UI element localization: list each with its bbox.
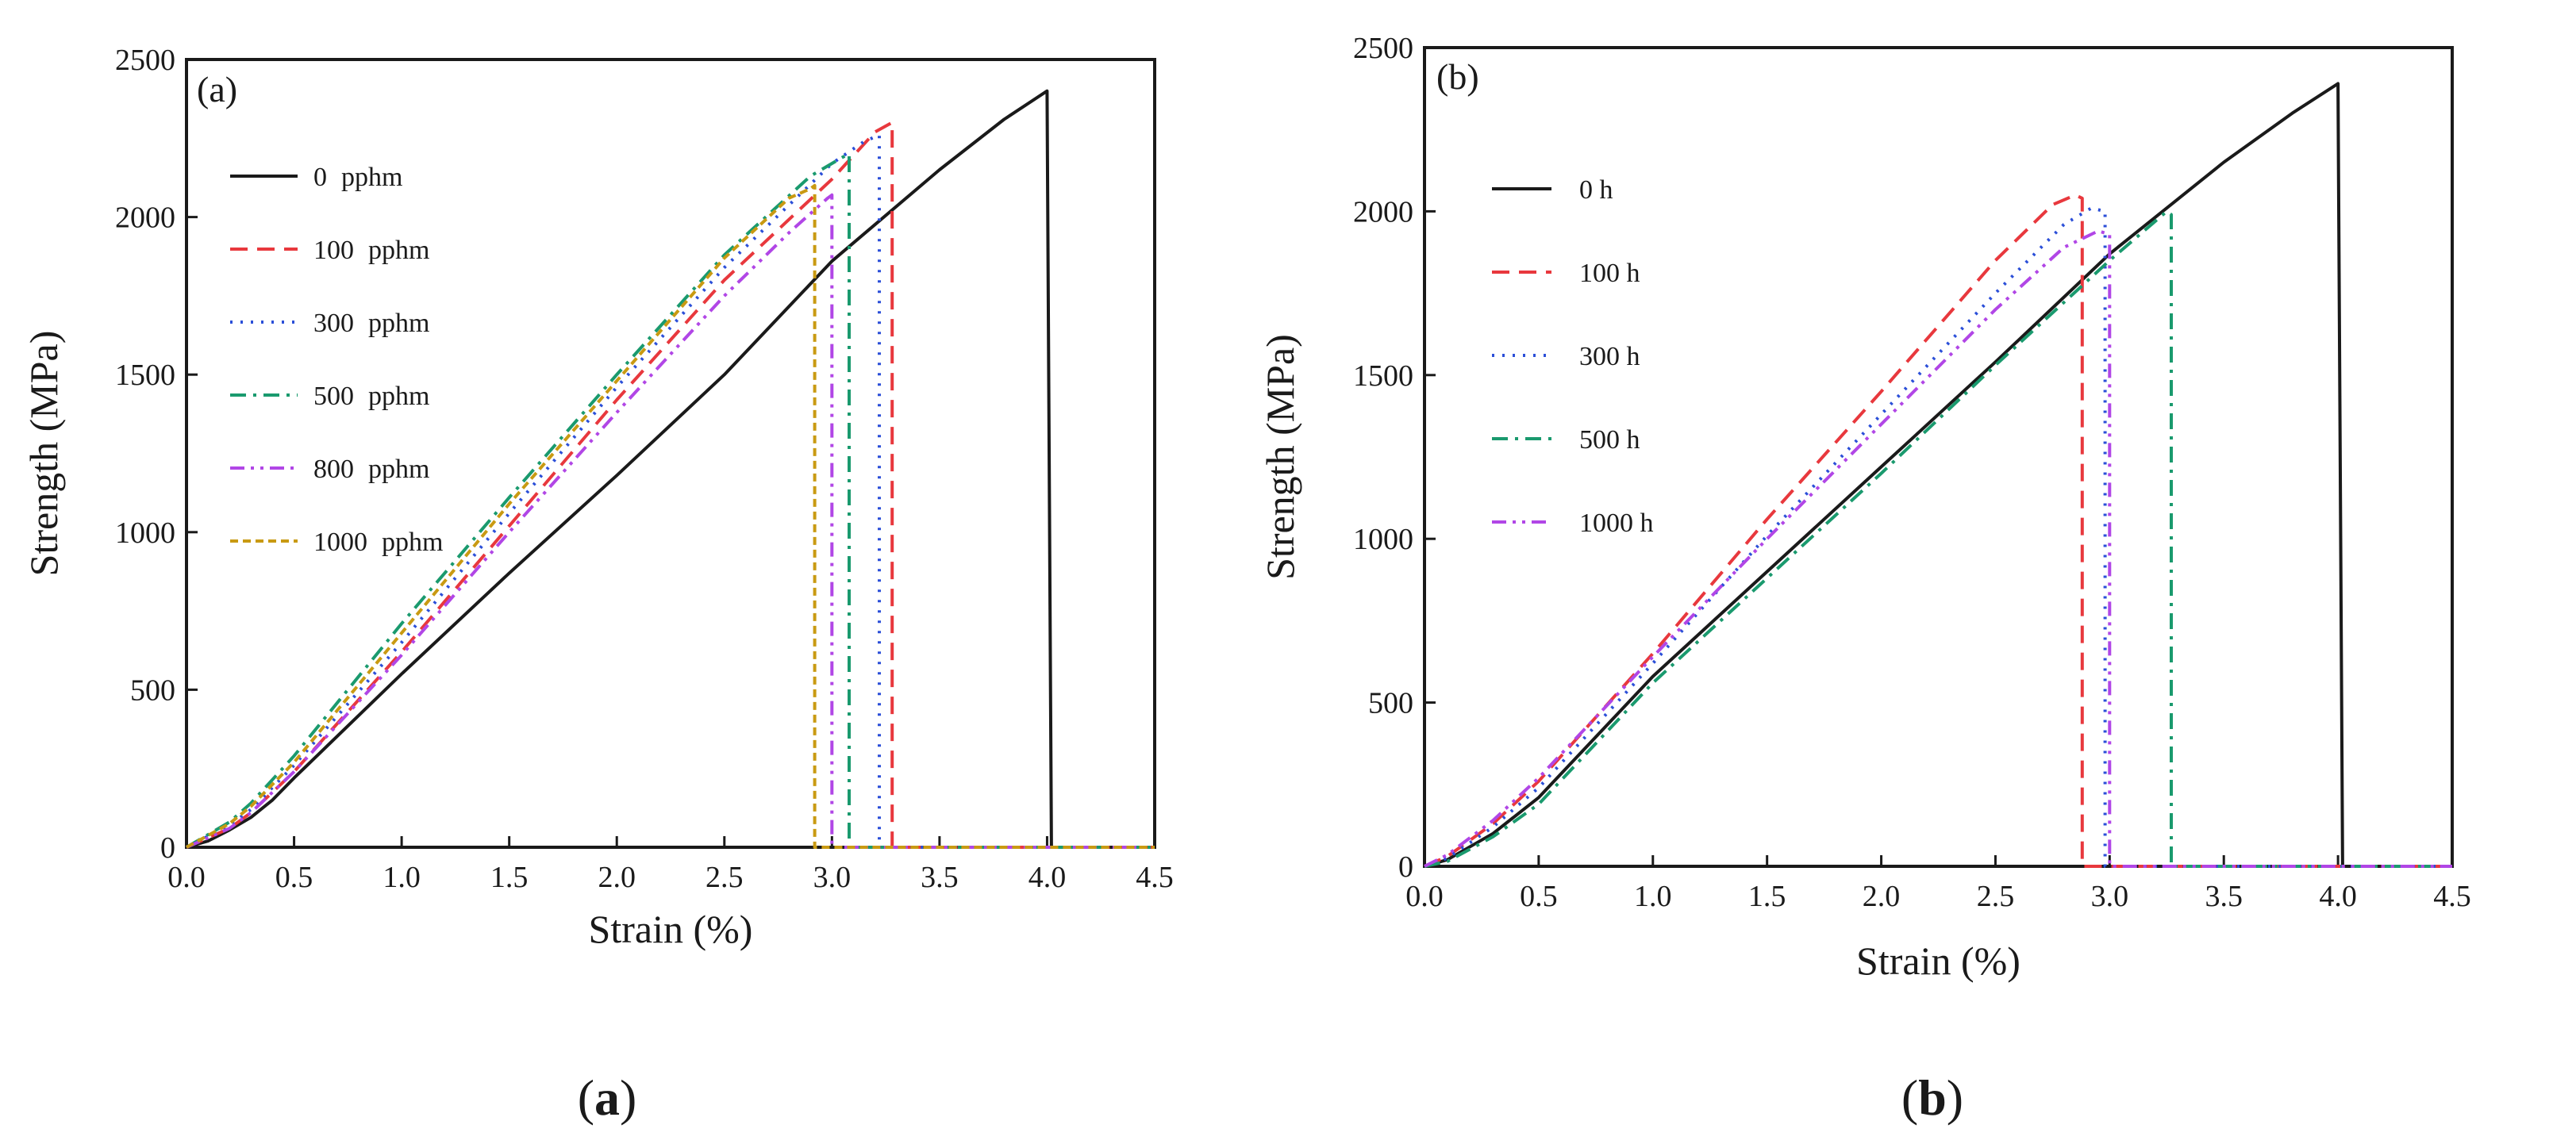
series-line-100 xyxy=(186,121,1155,849)
x-tick-label: 0.0 xyxy=(1405,880,1444,913)
legend-unit: pphm xyxy=(368,236,429,265)
legend-label: 1000 pphm xyxy=(313,528,443,557)
x-tick-label: 1.0 xyxy=(1634,880,1672,913)
y-tick-label: 500 xyxy=(130,674,175,707)
legend-label: 100 h xyxy=(1579,259,1640,288)
series-line-1000-h xyxy=(1424,229,2452,868)
x-tick-label: 0.0 xyxy=(167,861,206,894)
x-tick-label: 4.5 xyxy=(2433,880,2471,913)
legend-label: 300 pphm xyxy=(313,309,429,338)
series-line-1000 xyxy=(186,183,1155,849)
x-tick-label: 1.5 xyxy=(1748,880,1786,913)
y-tick-label: 2000 xyxy=(115,202,175,235)
legend-name: 300 h xyxy=(1579,342,1640,371)
legend-name: 0 xyxy=(313,163,327,192)
legend-name: 100 h xyxy=(1579,259,1640,288)
legend-name: 1000 h xyxy=(1579,509,1654,538)
series-line-800 xyxy=(186,193,1155,849)
plot-frame xyxy=(1423,46,2454,868)
x-tick-label: 4.5 xyxy=(1136,861,1174,894)
y-tick-label: 2500 xyxy=(115,44,175,77)
legend-label: 300 h xyxy=(1579,342,1640,371)
series-line-0-h xyxy=(1424,82,2452,868)
y-tick-label: 1000 xyxy=(1353,523,1413,556)
legend-label: 500 pphm xyxy=(313,382,429,411)
legend-name: 0 h xyxy=(1579,175,1613,205)
caption-a: (a) xyxy=(578,1069,637,1126)
x-axis-title: Strain (%) xyxy=(589,907,753,951)
legend-label: 1000 h xyxy=(1579,509,1654,538)
y-tick-label: 1500 xyxy=(115,359,175,392)
legend-name: 500 xyxy=(313,382,354,411)
y-tick-label: 0 xyxy=(160,831,175,865)
x-tick-label: 2.5 xyxy=(1977,880,2015,913)
legend-label: 100 pphm xyxy=(313,236,429,265)
legend-unit: pphm xyxy=(368,455,429,484)
legend-label: 800 pphm xyxy=(313,455,429,484)
x-tick-label: 0.5 xyxy=(275,861,313,894)
legend-label: 0 h xyxy=(1579,175,1613,205)
x-tick-label: 1.0 xyxy=(383,861,421,894)
x-tick-label: 4.0 xyxy=(1028,861,1067,894)
y-axis-title: Strength (MPa) xyxy=(21,331,66,577)
panel-a: 0.0 0.5 1.0 1.5 2.0 2.5 3.0 3.5 4.0 4.50500100015… xyxy=(21,44,1174,951)
x-tick-label: 2.0 xyxy=(1863,880,1901,913)
legend-unit: pphm xyxy=(382,528,443,557)
caption-b: (b) xyxy=(1901,1069,1963,1126)
series-line-500 xyxy=(185,152,1155,849)
x-tick-label: 3.5 xyxy=(921,861,959,894)
y-tick-label: 1000 xyxy=(115,516,175,550)
panel-b: 0.0 0.5 1.0 1.5 2.0 2.5 3.0 3.5 4.0 4.5 0 500 1000 15… xyxy=(1258,32,2471,983)
series-line-0 xyxy=(186,89,1155,849)
y-axis-title: Strength (MPa) xyxy=(1258,334,1302,580)
x-tick-label: 0.5 xyxy=(1520,880,1558,913)
legend-name: 1000 xyxy=(313,528,367,557)
y-tick-label: 2000 xyxy=(1353,195,1413,228)
legend-name: 100 xyxy=(313,236,354,265)
x-tick-label: 3.0 xyxy=(813,861,852,894)
plot-frame xyxy=(185,58,1156,849)
series-line-100-h xyxy=(1424,193,2452,868)
legend-name: 800 xyxy=(313,455,354,484)
legend-label: 500 h xyxy=(1579,425,1640,455)
x-tick-label: 4.0 xyxy=(2319,880,2357,913)
x-tick-label: 2.5 xyxy=(706,861,744,894)
legend-unit: pphm xyxy=(368,309,429,338)
x-tick-label: 3.0 xyxy=(2091,880,2129,913)
x-tick-label: 1.5 xyxy=(490,861,529,894)
y-tick-label: 1500 xyxy=(1353,359,1413,393)
x-tick-label: 2.0 xyxy=(598,861,636,894)
legend-name: 500 h xyxy=(1579,425,1640,455)
legend-unit: pphm xyxy=(341,163,402,192)
y-tick-label: 500 xyxy=(1368,687,1413,720)
panel-tag: (a) xyxy=(197,69,237,109)
series-line-500-h xyxy=(1424,209,2452,868)
y-tick-label: 2500 xyxy=(1353,32,1413,65)
x-axis-title: Strain (%) xyxy=(1856,938,2020,983)
legend-unit: pphm xyxy=(368,382,429,411)
panel-tag: (b) xyxy=(1436,56,1479,97)
x-tick-label: 3.5 xyxy=(2205,880,2243,913)
legend-label: 0 pphm xyxy=(313,163,402,192)
legend-name: 300 xyxy=(313,309,354,338)
y-tick-label: 0 xyxy=(1398,850,1413,884)
